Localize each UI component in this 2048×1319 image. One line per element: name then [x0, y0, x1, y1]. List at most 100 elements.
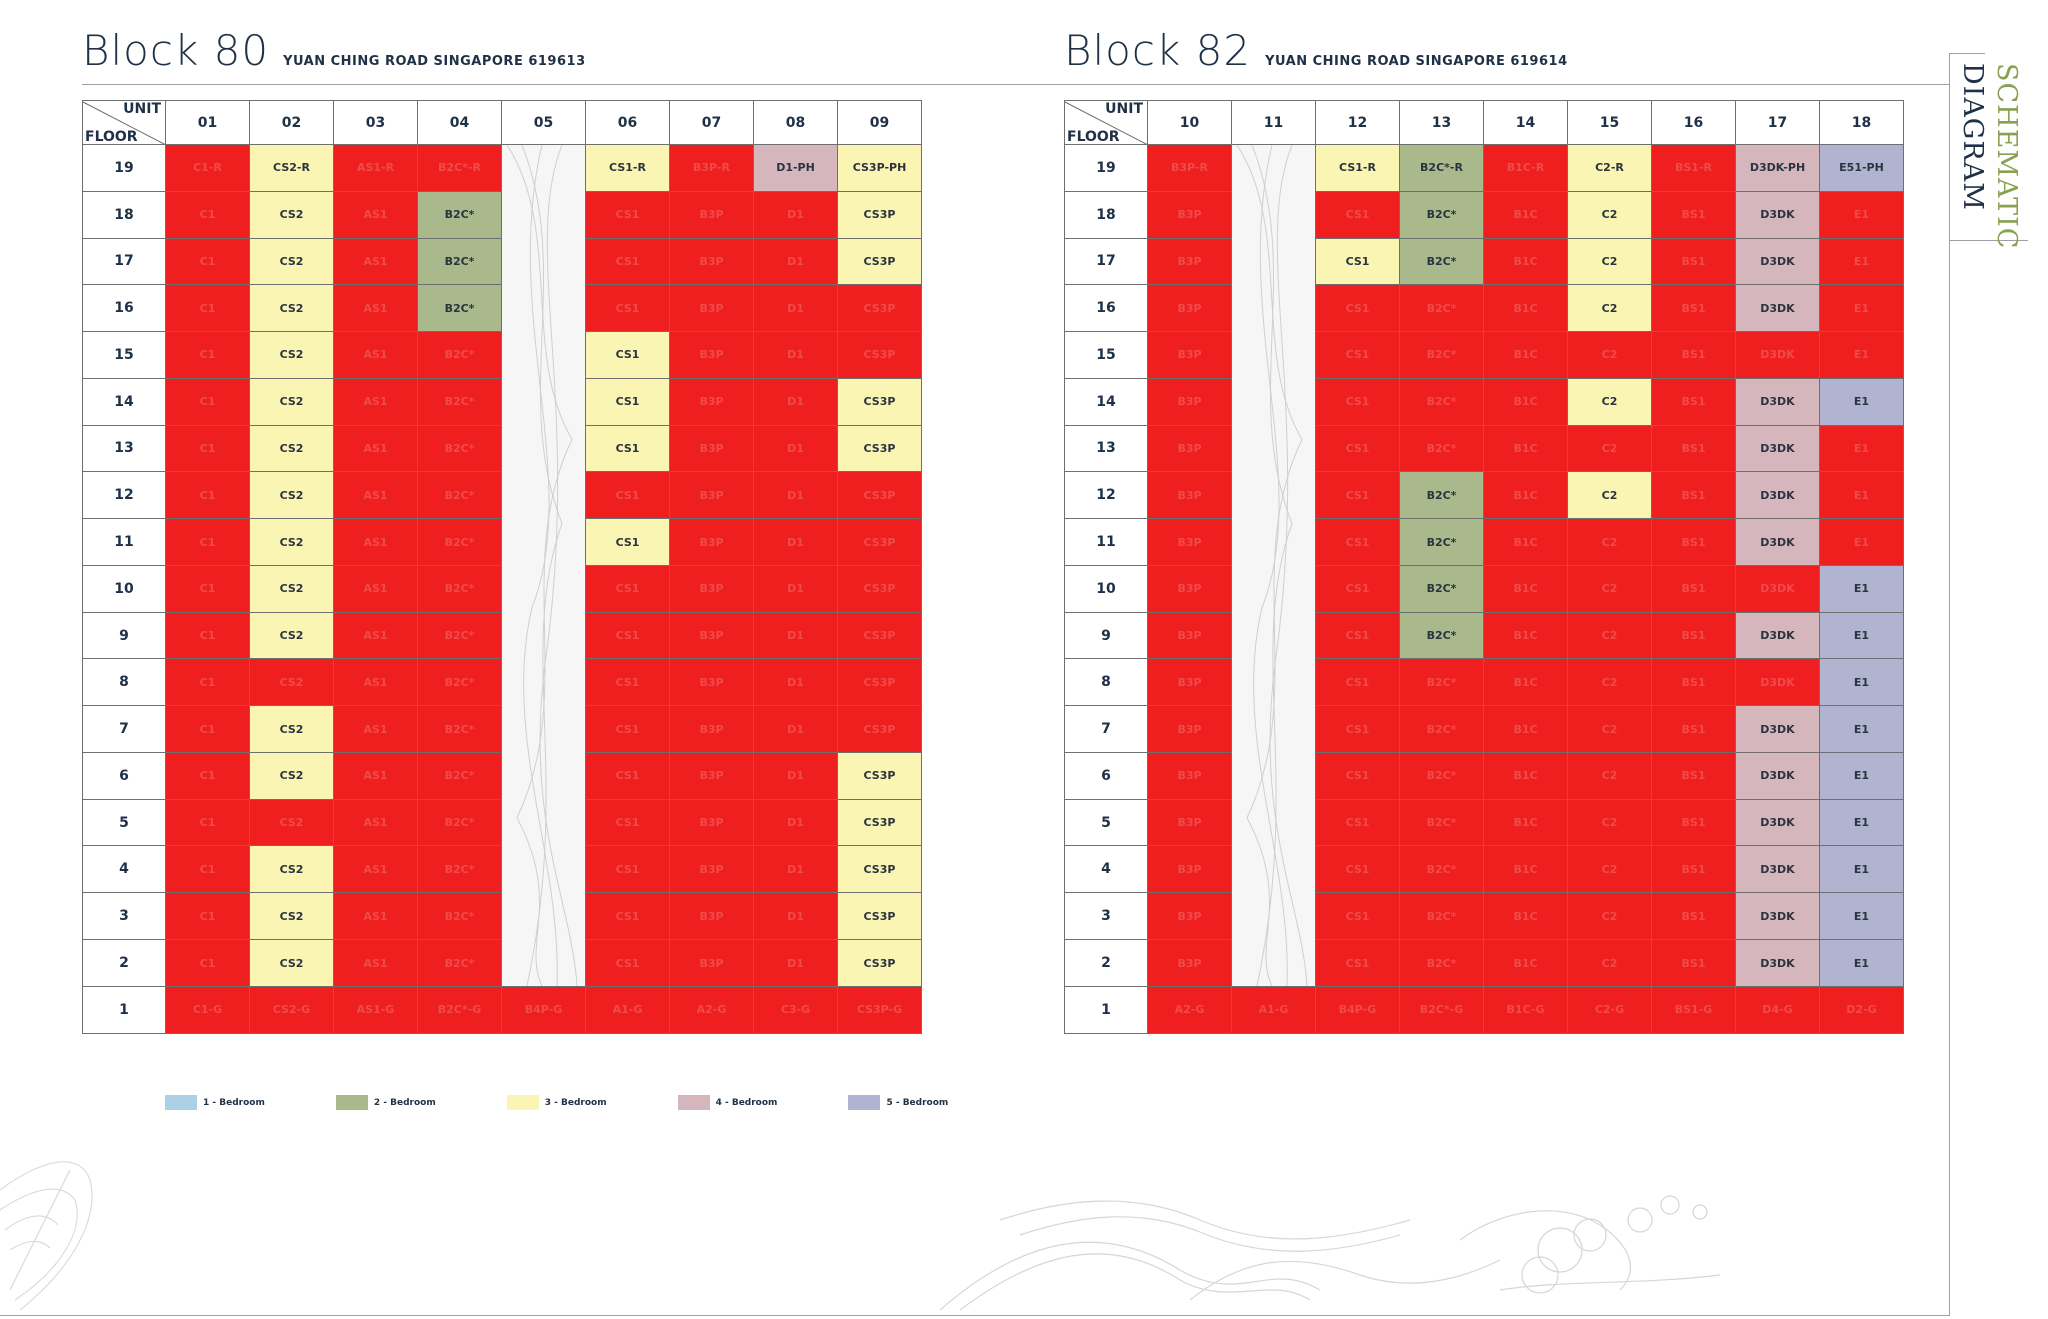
unit-cell[interactable]: D3DK [1735, 190, 1820, 239]
unit-cell[interactable]: B2C* [1399, 892, 1484, 941]
unit-cell[interactable]: CS3P [837, 705, 922, 753]
unit-cell[interactable]: AS1 [333, 471, 418, 520]
unit-cell[interactable]: B3P [669, 424, 754, 473]
unit-cell[interactable]: B1C [1483, 845, 1568, 894]
unit-cell[interactable]: BS1 [1651, 892, 1736, 941]
unit-cell[interactable]: CS1 [1315, 377, 1400, 426]
unit-cell[interactable]: B2C* [417, 845, 502, 894]
unit-cell[interactable]: E1 [1819, 284, 1904, 333]
unit-cell[interactable]: E51-PH [1819, 144, 1904, 192]
unit-cell[interactable]: B3P [1147, 284, 1232, 333]
unit-cell[interactable]: BS1 [1651, 471, 1736, 520]
unit-cell[interactable]: B1C [1483, 284, 1568, 333]
unit-cell[interactable]: BS1 [1651, 751, 1736, 800]
unit-cell[interactable]: B3P [669, 377, 754, 426]
unit-cell[interactable]: CS2 [249, 424, 334, 473]
unit-cell[interactable]: CS1 [1315, 331, 1400, 379]
unit-cell[interactable]: B2C* [1399, 284, 1484, 333]
unit-cell[interactable]: B1C [1483, 518, 1568, 566]
unit-cell[interactable]: C3-G [753, 986, 838, 1034]
unit-cell[interactable]: D1 [753, 331, 838, 379]
unit-cell[interactable]: E1 [1819, 892, 1904, 941]
unit-cell[interactable]: B1C [1483, 892, 1568, 941]
unit-cell[interactable]: B4P-G [1315, 986, 1400, 1034]
unit-cell[interactable]: CS1 [1315, 611, 1400, 660]
unit-cell[interactable]: CS1 [1315, 284, 1400, 333]
unit-cell[interactable]: E1 [1819, 705, 1904, 753]
unit-cell[interactable]: B3P [1147, 751, 1232, 800]
unit-cell[interactable]: D3DK-PH [1735, 144, 1820, 192]
unit-cell[interactable]: CS2 [249, 892, 334, 941]
unit-cell[interactable]: CS3P [837, 377, 922, 426]
unit-cell[interactable]: CS3P [837, 751, 922, 800]
unit-cell[interactable]: CS1 [585, 518, 670, 566]
unit-cell[interactable]: CS1 [1315, 237, 1400, 286]
unit-cell[interactable]: D3DK [1735, 237, 1820, 286]
unit-cell[interactable]: C2-R [1567, 144, 1652, 192]
unit-cell[interactable]: AS1 [333, 845, 418, 894]
unit-cell[interactable]: C2 [1567, 237, 1652, 286]
unit-cell[interactable]: B1C [1483, 190, 1568, 239]
unit-cell[interactable]: B2C* [1399, 611, 1484, 660]
unit-cell[interactable]: C1 [165, 705, 250, 753]
unit-cell[interactable]: B3P [1147, 424, 1232, 473]
unit-cell[interactable]: B3P [1147, 190, 1232, 239]
unit-cell[interactable]: B3P [1147, 705, 1232, 753]
unit-cell[interactable]: B1C [1483, 939, 1568, 987]
unit-cell[interactable]: BS1 [1651, 284, 1736, 333]
unit-cell[interactable]: CS1 [585, 892, 670, 941]
unit-cell[interactable]: B3P [669, 471, 754, 520]
unit-cell[interactable]: B1C [1483, 377, 1568, 426]
unit-cell[interactable]: D3DK [1735, 518, 1820, 566]
unit-cell[interactable]: D1 [753, 518, 838, 566]
unit-cell[interactable]: C1-G [165, 986, 250, 1034]
unit-cell[interactable]: B2C* [417, 471, 502, 520]
unit-cell[interactable]: B2C* [1399, 518, 1484, 566]
unit-cell[interactable]: CS3P [837, 658, 922, 707]
unit-cell[interactable]: CS3P-G [837, 986, 922, 1034]
unit-cell[interactable]: CS3P [837, 845, 922, 894]
unit-cell[interactable]: CS3P [837, 798, 922, 847]
unit-cell[interactable]: D3DK [1735, 892, 1820, 941]
unit-cell[interactable]: B2C* [1399, 658, 1484, 707]
unit-cell[interactable]: CS1 [585, 705, 670, 753]
unit-cell[interactable]: B3P [669, 751, 754, 800]
unit-cell[interactable]: CS1 [1315, 564, 1400, 613]
unit-cell[interactable]: E1 [1819, 845, 1904, 894]
unit-cell[interactable]: D3DK [1735, 564, 1820, 613]
unit-cell[interactable]: B2C* [1399, 237, 1484, 286]
unit-cell[interactable]: B1C [1483, 237, 1568, 286]
unit-cell[interactable]: B2C*-R [1399, 144, 1484, 192]
unit-cell[interactable]: C1 [165, 892, 250, 941]
unit-cell[interactable]: C2 [1567, 845, 1652, 894]
unit-cell[interactable]: CS1 [1315, 424, 1400, 473]
unit-cell[interactable]: C2 [1567, 705, 1652, 753]
unit-cell[interactable]: CS3P [837, 471, 922, 520]
unit-cell[interactable]: B1C [1483, 611, 1568, 660]
unit-cell[interactable]: C2 [1567, 939, 1652, 987]
unit-cell[interactable]: D3DK [1735, 798, 1820, 847]
unit-cell[interactable]: D2-G [1819, 986, 1904, 1034]
unit-cell[interactable]: C2 [1567, 190, 1652, 239]
unit-cell[interactable]: C1 [165, 939, 250, 987]
unit-cell[interactable]: B2C* [417, 611, 502, 660]
unit-cell[interactable]: D1 [753, 611, 838, 660]
unit-cell[interactable]: B3P [669, 284, 754, 333]
unit-cell[interactable]: D3DK [1735, 845, 1820, 894]
unit-cell[interactable]: BS1 [1651, 331, 1736, 379]
unit-cell[interactable]: CS2 [249, 564, 334, 613]
unit-cell[interactable]: E1 [1819, 751, 1904, 800]
unit-cell[interactable]: CS1 [585, 751, 670, 800]
unit-cell[interactable]: C2 [1567, 751, 1652, 800]
unit-cell[interactable]: B2C* [417, 939, 502, 987]
unit-cell[interactable]: B3P [669, 611, 754, 660]
unit-cell[interactable]: CS1 [585, 564, 670, 613]
unit-cell[interactable]: B2C* [417, 190, 502, 239]
unit-cell[interactable]: B1C [1483, 798, 1568, 847]
unit-cell[interactable]: BS1 [1651, 939, 1736, 987]
unit-cell[interactable]: B1C [1483, 705, 1568, 753]
unit-cell[interactable]: CS2-R [249, 144, 334, 192]
unit-cell[interactable]: CS1 [585, 798, 670, 847]
unit-cell[interactable]: CS1 [1315, 798, 1400, 847]
unit-cell[interactable]: C2 [1567, 377, 1652, 426]
